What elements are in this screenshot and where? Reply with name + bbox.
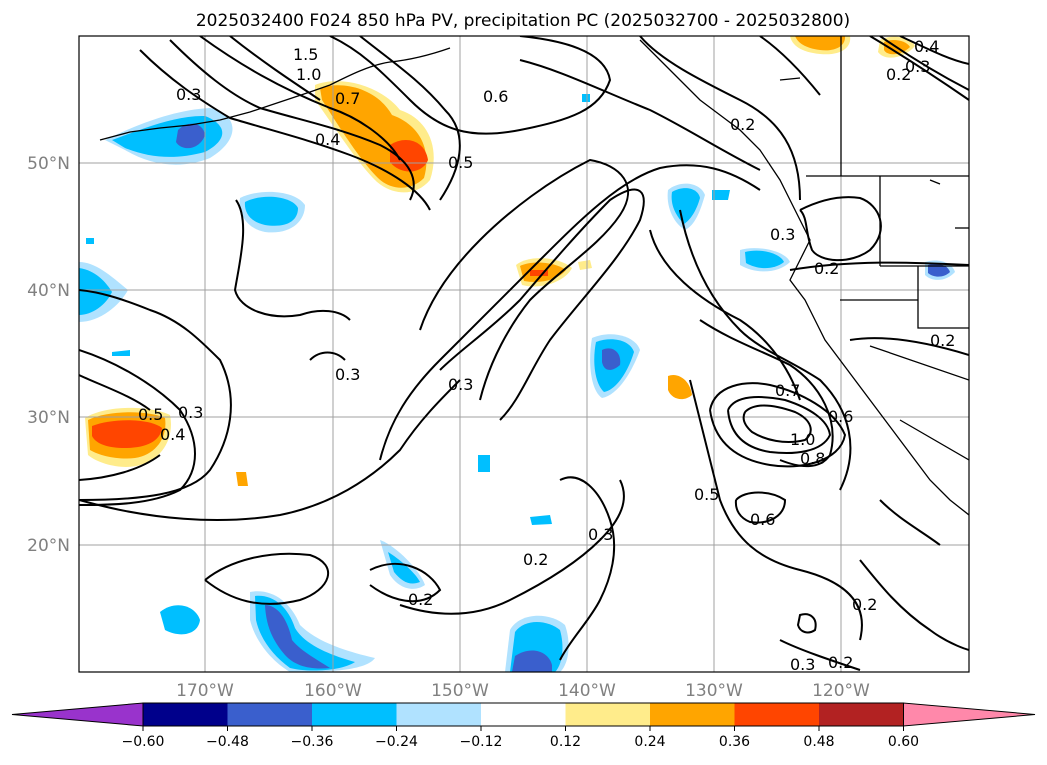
- contour-label: 0.3: [448, 375, 473, 394]
- contour-label: 0.2: [852, 595, 877, 614]
- colorbar-segment: [312, 703, 397, 726]
- lon-label: 140°W: [558, 681, 616, 701]
- map-title: 2025032400 F024 850 hPa PV, precipitatio…: [196, 11, 850, 31]
- contour-label: 0.4: [914, 37, 939, 56]
- contour-label: 0.3: [770, 225, 795, 244]
- contour-label: 0.3: [905, 57, 930, 76]
- contour-label: 0.4: [160, 425, 185, 444]
- contour-label: 0.2: [930, 331, 955, 350]
- contour-label: 1.0: [790, 430, 815, 449]
- contour-label: 0.7: [335, 89, 360, 108]
- colorbar-tick-label: 0.24: [634, 734, 665, 750]
- colorbar-segment: [650, 703, 735, 726]
- map-frame: [78, 35, 970, 673]
- colorbar-segment: [734, 703, 820, 726]
- colorbar-tick-label: 0.60: [888, 734, 919, 750]
- lon-label: 150°W: [431, 681, 489, 701]
- contour-label: 0.6: [750, 510, 775, 529]
- map-panel: 1.5 1.0 0.7 0.3 0.4 0.5 0.6 0.2 0.4 0.3 …: [78, 35, 970, 674]
- contour-label: 1.5: [293, 45, 318, 64]
- contour-label: 0.3: [335, 365, 360, 384]
- colorbar-tick-label: −0.60: [122, 734, 165, 750]
- lat-label: 30°N: [27, 408, 70, 428]
- latitude-labels: 50°N 40°N 30°N 20°N: [27, 154, 70, 556]
- colorbar: −0.60 −0.48 −0.36 −0.24 −0.12 0.12 0.24 0.36 0.4…: [11, 702, 1036, 750]
- coastlines: [99, 36, 969, 516]
- colorbar-segment: [143, 703, 228, 726]
- contour-label: 0.2: [886, 65, 911, 84]
- colorbar-tick-label: −0.48: [206, 734, 249, 750]
- colorbar-extend-right: [903, 702, 1036, 727]
- precipitation-shading: [79, 36, 955, 672]
- longitude-labels: 170°W 160°W 150°W 140°W 130°W 120°W: [176, 681, 870, 701]
- colorbar-segment: [227, 703, 313, 726]
- contour-label: 0.8: [800, 449, 825, 468]
- contour-label: 0.3: [178, 403, 203, 422]
- colorbar-extend-left: [11, 702, 144, 727]
- lon-label: 160°W: [304, 681, 362, 701]
- colorbar-frame: [142, 702, 904, 727]
- contour-label: 0.3: [790, 655, 815, 674]
- colorbar-segment: [565, 703, 651, 726]
- colorbar-tick-label: 0.36: [719, 734, 750, 750]
- contour-label: 0.5: [694, 485, 719, 504]
- contour-labels: 1.5 1.0 0.7 0.3 0.4 0.5 0.6 0.2 0.4 0.3 …: [138, 37, 955, 674]
- colorbar-tick-label: 0.12: [550, 734, 581, 750]
- lon-label: 120°W: [812, 681, 870, 701]
- colorbar-tick-label: 0.48: [803, 734, 834, 750]
- colorbar-segment: [819, 703, 904, 726]
- lon-label: 130°W: [685, 681, 743, 701]
- pv-contours: [79, 36, 969, 671]
- contour-label: 0.3: [176, 85, 201, 104]
- lat-label: 40°N: [27, 281, 70, 301]
- lat-label: 50°N: [27, 154, 70, 174]
- contour-label: 0.5: [448, 153, 473, 172]
- contour-label: 0.3: [588, 525, 613, 544]
- contour-label: 0.6: [828, 407, 853, 426]
- lat-label: 20°N: [27, 536, 70, 556]
- colorbar-tick-label: −0.24: [375, 734, 418, 750]
- colorbar-segment: [481, 703, 566, 726]
- contour-label: 0.6: [483, 87, 508, 106]
- contour-label: 0.2: [814, 259, 839, 278]
- colorbar-tick-label: −0.12: [460, 734, 503, 750]
- contour-label: 0.2: [828, 653, 853, 672]
- colorbar-tick-label: −0.36: [291, 734, 334, 750]
- contour-label: 0.7: [775, 381, 800, 400]
- lon-label: 170°W: [176, 681, 234, 701]
- contour-label: 0.2: [730, 115, 755, 134]
- contour-label: 0.5: [138, 405, 163, 424]
- contour-label: 0.4: [315, 130, 340, 149]
- contour-label: 0.2: [523, 550, 548, 569]
- contour-label: 1.0: [296, 65, 321, 84]
- contour-label: 0.2: [408, 590, 433, 609]
- colorbar-segment: [396, 703, 482, 726]
